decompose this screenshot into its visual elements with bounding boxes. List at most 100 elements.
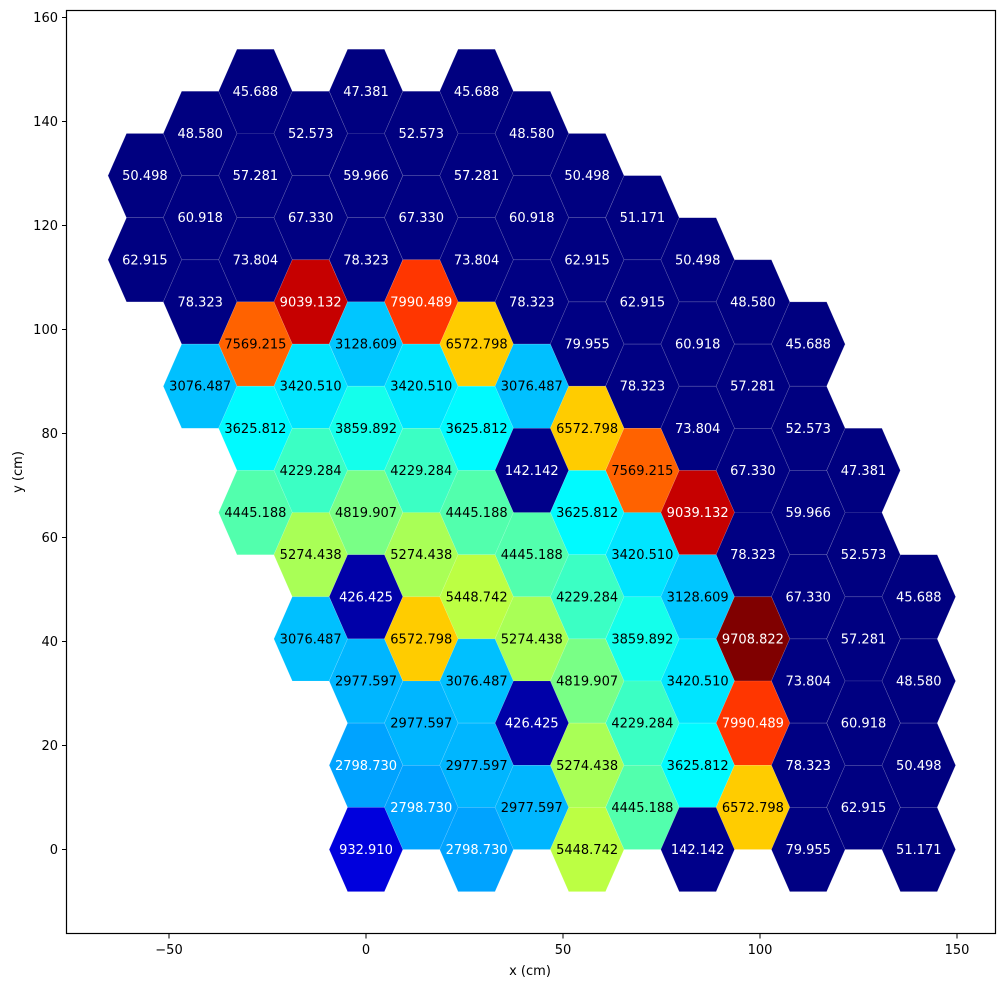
hex-value-label: 73.804 bbox=[233, 253, 279, 268]
hex-value-label: 50.498 bbox=[896, 759, 942, 774]
x-tick-label: 100 bbox=[748, 943, 773, 958]
hex-value-label: 426.425 bbox=[339, 590, 393, 605]
hex-value-label: 4445.188 bbox=[611, 801, 673, 816]
hex-value-label: 45.688 bbox=[233, 85, 279, 100]
y-tick-label: 60 bbox=[41, 531, 58, 546]
hex-value-label: 142.142 bbox=[505, 464, 559, 479]
hex-value-label: 3420.510 bbox=[611, 548, 673, 563]
x-tick-label: −50 bbox=[155, 943, 182, 958]
hex-value-label: 4445.188 bbox=[446, 506, 508, 521]
hex-value-label: 48.580 bbox=[177, 127, 223, 142]
hex-value-label: 6572.798 bbox=[390, 632, 452, 647]
hex-value-label: 5448.742 bbox=[446, 590, 508, 605]
hex-value-label: 5274.438 bbox=[556, 759, 618, 774]
hex-cell bbox=[881, 807, 956, 892]
hex-value-label: 57.281 bbox=[233, 169, 279, 184]
hex-value-label: 62.915 bbox=[564, 253, 610, 268]
y-tick-label: 100 bbox=[33, 323, 58, 338]
x-tick-label: 0 bbox=[362, 943, 370, 958]
hex-cell bbox=[771, 807, 846, 892]
y-tick-label: 0 bbox=[50, 843, 58, 858]
hex-value-label: 47.381 bbox=[841, 464, 887, 479]
hex-value-label: 79.955 bbox=[564, 338, 610, 353]
hex-value-label: 3420.510 bbox=[667, 675, 729, 690]
hex-value-label: 51.171 bbox=[896, 843, 942, 858]
hex-value-label: 60.918 bbox=[177, 211, 223, 226]
hex-value-label: 3420.510 bbox=[280, 380, 342, 395]
x-tick-label: 150 bbox=[945, 943, 970, 958]
y-axis-label: y (cm) bbox=[11, 451, 26, 493]
hex-value-labels: 45.688 47.381 45.688 48.580 52.573 52.573 48.5… bbox=[122, 85, 941, 858]
hex-value-label: 48.580 bbox=[896, 675, 942, 690]
hex-value-label: 142.142 bbox=[671, 843, 725, 858]
hex-value-label: 6572.798 bbox=[446, 338, 508, 353]
hex-value-label: 2798.730 bbox=[335, 759, 397, 774]
hex-value-label: 4819.907 bbox=[335, 506, 397, 521]
hex-value-label: 6572.798 bbox=[722, 801, 784, 816]
hex-value-label: 7569.215 bbox=[611, 464, 673, 479]
hex-value-label: 50.498 bbox=[122, 169, 168, 184]
hex-value-label: 78.323 bbox=[509, 295, 555, 310]
hex-value-label: 3076.487 bbox=[280, 632, 342, 647]
hex-value-label: 78.323 bbox=[177, 295, 223, 310]
hex-value-label: 62.915 bbox=[620, 295, 666, 310]
hex-value-label: 52.573 bbox=[288, 127, 334, 142]
hex-value-label: 3076.487 bbox=[501, 380, 563, 395]
hex-value-label: 48.580 bbox=[509, 127, 555, 142]
y-tick-label: 140 bbox=[33, 115, 58, 130]
hex-value-label: 79.955 bbox=[785, 843, 831, 858]
hex-value-label: 4445.188 bbox=[224, 506, 286, 521]
hex-value-label: 4445.188 bbox=[501, 548, 563, 563]
hex-value-label: 48.580 bbox=[730, 295, 776, 310]
hex-value-label: 5274.438 bbox=[501, 632, 563, 647]
hex-value-label: 67.330 bbox=[288, 211, 334, 226]
hex-value-label: 60.918 bbox=[675, 338, 721, 353]
y-tick-label: 20 bbox=[41, 739, 58, 754]
hex-value-label: 59.966 bbox=[343, 169, 389, 184]
hex-value-label: 3625.812 bbox=[224, 422, 286, 437]
x-tick-label: 50 bbox=[555, 943, 572, 958]
hex-value-label: 2798.730 bbox=[446, 843, 508, 858]
hex-value-label: 7990.489 bbox=[722, 717, 784, 732]
hex-value-label: 57.281 bbox=[730, 380, 776, 395]
hex-value-label: 7990.489 bbox=[390, 295, 452, 310]
hex-value-label: 932.910 bbox=[339, 843, 393, 858]
y-tick-label: 120 bbox=[33, 219, 58, 234]
y-tick-label: 80 bbox=[41, 427, 58, 442]
hex-value-label: 67.330 bbox=[785, 590, 831, 605]
plot-frame bbox=[65, 9, 997, 935]
hex-value-label: 73.804 bbox=[675, 422, 721, 437]
hex-value-label: 73.804 bbox=[454, 253, 500, 268]
hex-value-label: 2977.597 bbox=[501, 801, 563, 816]
hex-value-label: 4229.284 bbox=[280, 464, 342, 479]
hex-value-label: 2977.597 bbox=[335, 675, 397, 690]
hex-value-label: 7569.215 bbox=[224, 338, 286, 353]
hex-value-label: 4229.284 bbox=[556, 590, 618, 605]
hex-value-label: 4229.284 bbox=[611, 717, 673, 732]
hex-value-label: 9708.822 bbox=[722, 632, 784, 647]
hex-value-label: 52.573 bbox=[841, 548, 887, 563]
y-tick-label: 40 bbox=[41, 635, 58, 650]
hex-value-label: 4229.284 bbox=[390, 464, 452, 479]
hex-cells bbox=[107, 48, 956, 892]
hex-value-label: 73.804 bbox=[785, 675, 831, 690]
hex-value-label: 67.330 bbox=[730, 464, 776, 479]
hex-cell bbox=[328, 807, 404, 892]
hex-value-label: 78.323 bbox=[730, 548, 776, 563]
hex-value-label: 3076.487 bbox=[446, 675, 508, 690]
hex-value-label: 3128.609 bbox=[667, 590, 729, 605]
hex-value-label: 62.915 bbox=[122, 253, 168, 268]
hex-value-label: 78.323 bbox=[620, 380, 666, 395]
hex-value-label: 3625.812 bbox=[556, 506, 618, 521]
hex-value-label: 3859.892 bbox=[335, 422, 397, 437]
hex-value-label: 3859.892 bbox=[611, 632, 673, 647]
hex-value-label: 60.918 bbox=[509, 211, 555, 226]
hex-cell bbox=[660, 807, 735, 892]
hex-value-label: 50.498 bbox=[564, 169, 610, 184]
hex-value-label: 5274.438 bbox=[280, 548, 342, 563]
hex-value-label: 78.323 bbox=[785, 759, 831, 774]
hex-value-label: 2977.597 bbox=[446, 759, 508, 774]
hex-value-label: 5274.438 bbox=[390, 548, 452, 563]
hex-value-label: 45.688 bbox=[785, 338, 831, 353]
